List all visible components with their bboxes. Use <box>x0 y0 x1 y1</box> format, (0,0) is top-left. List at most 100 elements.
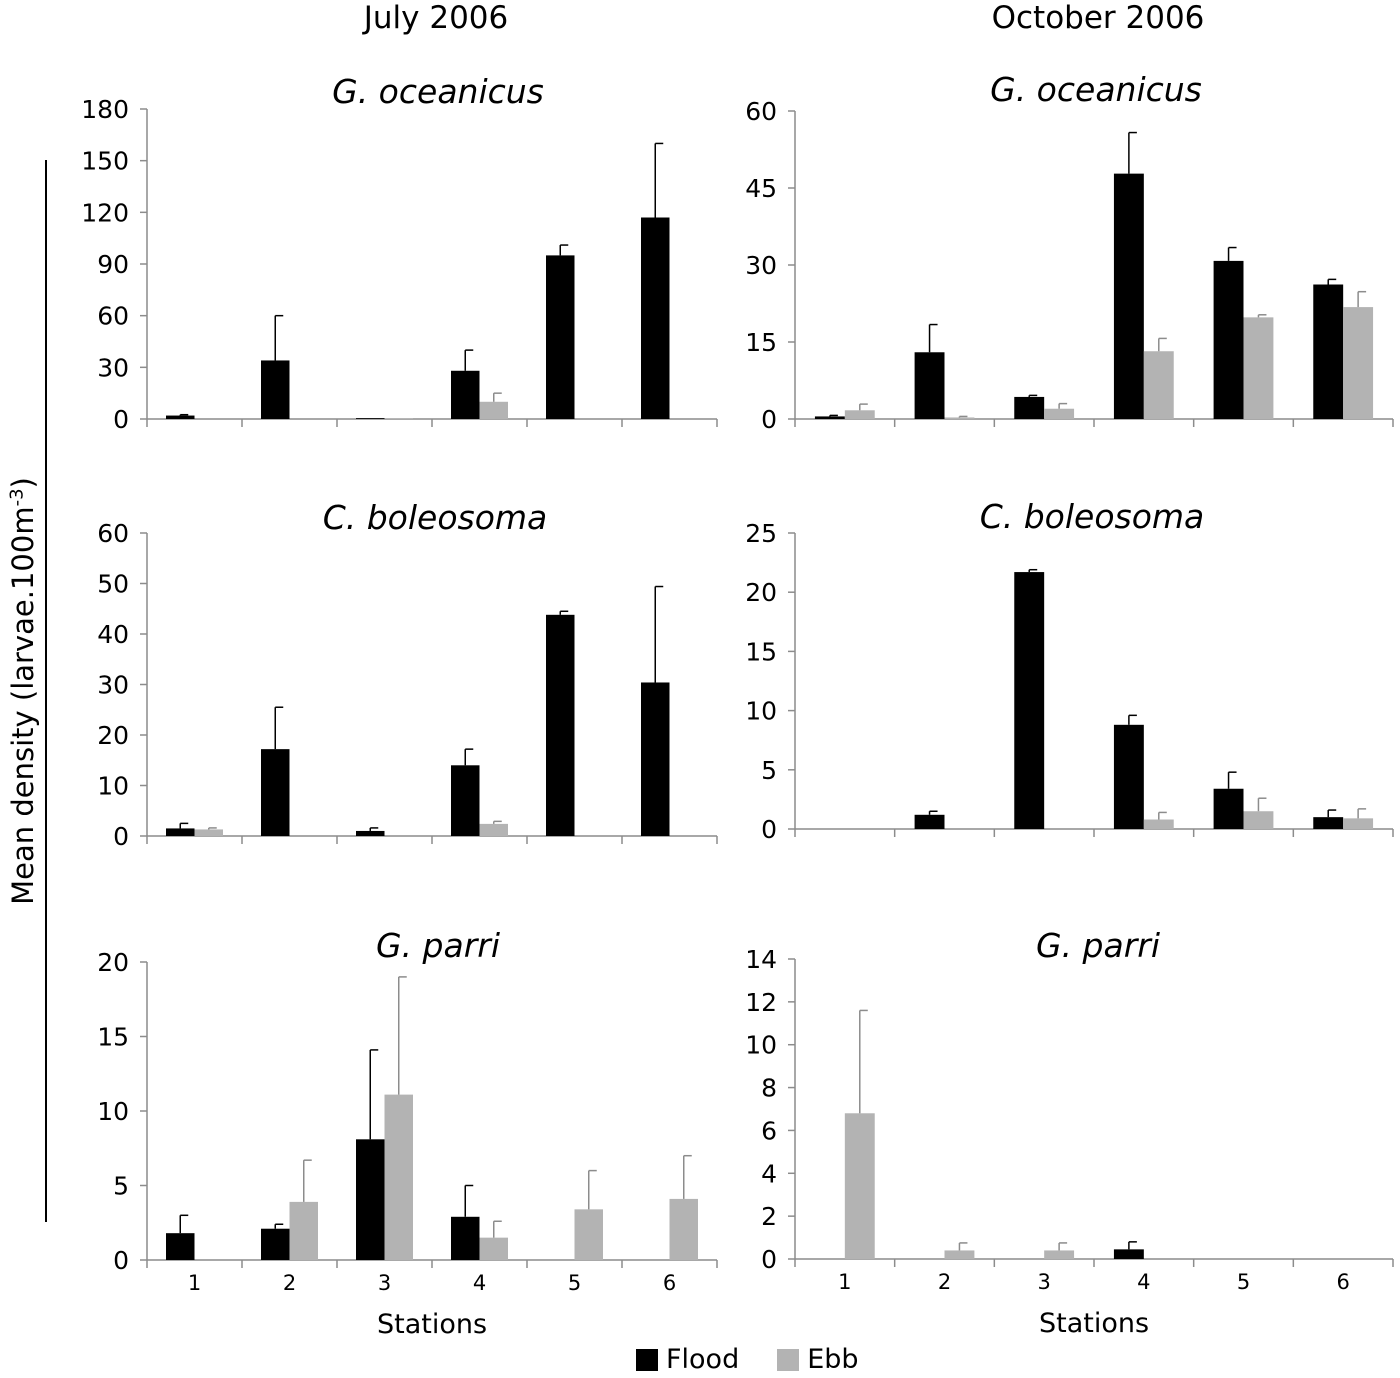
y-tick-label-2-1: 10 <box>97 772 129 801</box>
bar-flood-4-1 <box>261 1228 290 1260</box>
bar-flood-1-3 <box>1113 173 1144 419</box>
x-tick-label-4-1: 2 <box>283 1271 296 1295</box>
bar-ebb-4-2 <box>384 1094 413 1260</box>
bar-flood-2-2 <box>356 830 385 836</box>
bar-ebb-2-3 <box>479 823 508 836</box>
legend-label-flood: Flood <box>666 1344 740 1375</box>
bar-ebb-4-5 <box>669 1198 698 1260</box>
y-tick-label-2-5: 50 <box>97 570 129 599</box>
bar-flood-1-0 <box>814 416 845 419</box>
y-tick-label-0-2: 60 <box>97 302 129 331</box>
chart-title-5: G. parri <box>1036 926 1160 965</box>
column-title-october: October 2006 <box>991 0 1205 36</box>
bar-flood-2-5 <box>641 682 670 836</box>
legend-swatch-flood <box>636 1348 658 1371</box>
x-tick-label-4-5: 6 <box>663 1271 676 1295</box>
y-tick-label-3-3: 15 <box>745 637 777 666</box>
y-tick-label-4-4: 20 <box>97 948 129 977</box>
y-tick-label-5-0: 0 <box>761 1245 777 1274</box>
bar-flood-3-1 <box>914 814 945 829</box>
bar-ebb-4-3 <box>479 1237 508 1260</box>
y-tick-label-2-0: 0 <box>113 822 129 851</box>
y-tick-label-0-3: 90 <box>97 250 129 279</box>
bar-ebb-3-4 <box>1243 811 1274 829</box>
bar-flood-1-1 <box>914 352 945 419</box>
bar-ebb-3-3 <box>1143 819 1174 829</box>
y-tick-label-1-0: 0 <box>761 405 777 434</box>
x-tick-label-4-4: 5 <box>568 1271 581 1295</box>
y-tick-label-5-5: 10 <box>745 1031 777 1060</box>
chart-title-2: C. boleosoma <box>323 498 548 537</box>
bar-flood-2-1 <box>261 749 290 836</box>
bar-flood-1-4 <box>1213 260 1244 419</box>
bar-ebb-3-5 <box>1343 818 1374 829</box>
y-tick-label-3-1: 5 <box>761 756 777 785</box>
x-tick-label-5-0: 1 <box>838 1270 851 1294</box>
y-axis-label-bar <box>45 160 47 1222</box>
bar-ebb-5-2 <box>1044 1250 1075 1259</box>
x-axis-label-4: Stations <box>377 1309 487 1340</box>
y-tick-label-3-0: 0 <box>761 815 777 844</box>
bar-ebb-2-0 <box>194 829 223 836</box>
column-title-july: July 2006 <box>363 0 509 36</box>
bar-flood-3-2 <box>1014 572 1045 829</box>
bar-ebb-1-4 <box>1243 317 1274 419</box>
y-tick-label-5-3: 6 <box>761 1116 777 1145</box>
bar-flood-0-3 <box>451 370 480 419</box>
bar-ebb-4-4 <box>574 1209 603 1260</box>
bar-ebb-1-5 <box>1343 307 1374 419</box>
y-axis-label-group: Mean density (larvae.100m-3) <box>0 160 48 1222</box>
y-tick-label-2-6: 60 <box>97 519 129 548</box>
y-tick-label-2-4: 40 <box>97 620 129 649</box>
bar-ebb-0-2 <box>384 418 413 419</box>
bar-flood-4-0 <box>166 1233 195 1260</box>
bar-ebb-1-1 <box>944 417 975 419</box>
bar-flood-2-3 <box>451 765 480 836</box>
x-tick-label-4-0: 1 <box>188 1271 201 1295</box>
legend-item-flood: Flood <box>636 1344 739 1375</box>
y-tick-label-4-0: 0 <box>113 1246 129 1275</box>
bar-ebb-4-1 <box>289 1201 318 1260</box>
bar-flood-5-3 <box>1113 1249 1144 1259</box>
y-tick-label-5-6: 12 <box>745 988 777 1017</box>
x-tick-label-5-3: 4 <box>1137 1270 1150 1294</box>
y-tick-label-0-6: 180 <box>81 95 129 124</box>
y-tick-label-1-1: 15 <box>745 328 777 357</box>
y-tick-label-1-3: 45 <box>745 174 777 203</box>
y-tick-label-5-1: 2 <box>761 1202 777 1231</box>
y-tick-label-0-4: 120 <box>81 198 129 227</box>
y-tick-label-4-3: 15 <box>97 1023 129 1052</box>
x-tick-label-5-5: 6 <box>1336 1270 1349 1294</box>
y-tick-label-4-2: 10 <box>97 1097 129 1126</box>
y-tick-label-0-0: 0 <box>113 405 129 434</box>
chart-title-1: G. oceanicus <box>990 70 1202 109</box>
x-tick-label-5-4: 5 <box>1237 1270 1250 1294</box>
legend-item-ebb: Ebb <box>777 1344 859 1375</box>
y-tick-label-5-4: 8 <box>761 1074 777 1103</box>
bar-flood-4-2 <box>356 1139 385 1260</box>
bar-flood-0-4 <box>546 255 575 419</box>
chart-title-4: G. parri <box>376 926 500 965</box>
bar-ebb-1-2 <box>1044 408 1075 419</box>
bar-flood-4-3 <box>451 1216 480 1260</box>
bar-flood-1-5 <box>1313 284 1344 419</box>
bar-flood-1-2 <box>1014 396 1045 419</box>
bar-ebb-5-1 <box>944 1250 975 1259</box>
chart-title-3: C. boleosoma <box>980 497 1205 536</box>
y-tick-label-5-7: 14 <box>745 945 777 974</box>
bar-flood-3-3 <box>1113 724 1144 829</box>
bar-flood-2-4 <box>546 614 575 836</box>
y-tick-label-3-5: 25 <box>745 519 777 548</box>
bar-ebb-1-0 <box>844 410 875 419</box>
bar-ebb-1-3 <box>1143 351 1174 419</box>
legend-label-ebb: Ebb <box>807 1344 859 1375</box>
y-tick-label-2-2: 20 <box>97 721 129 750</box>
bar-flood-3-5 <box>1313 817 1344 829</box>
x-tick-label-5-1: 2 <box>938 1270 951 1294</box>
x-tick-label-4-3: 4 <box>473 1271 486 1295</box>
y-tick-label-1-2: 30 <box>745 251 777 280</box>
chart-title-0: G. oceanicus <box>332 72 544 111</box>
y-tick-label-4-1: 5 <box>113 1172 129 1201</box>
y-tick-label-0-5: 150 <box>81 147 129 176</box>
